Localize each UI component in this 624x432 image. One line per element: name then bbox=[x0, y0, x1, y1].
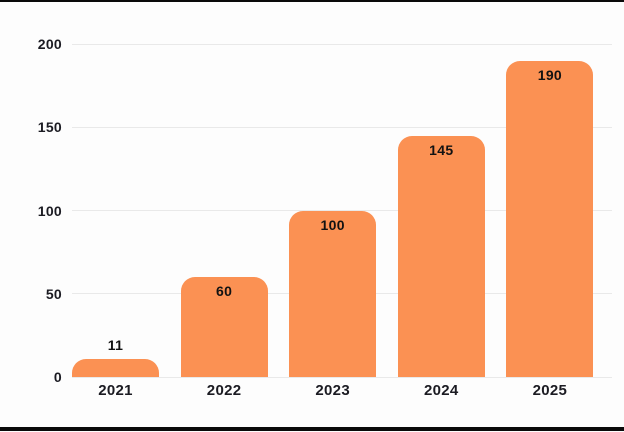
bar-2021 bbox=[72, 358, 159, 377]
top-border-line bbox=[0, 0, 624, 2]
bar-value-label: 60 bbox=[216, 283, 233, 300]
y-tick-label: 150 bbox=[37, 119, 62, 136]
x-tick-label: 2021 bbox=[98, 382, 133, 399]
bar-2022 bbox=[180, 277, 268, 377]
y-tick-label: 200 bbox=[37, 36, 62, 52]
x-tick-label: 2023 bbox=[315, 382, 350, 399]
bar-2024 bbox=[397, 135, 485, 377]
bar-value-label: 190 bbox=[537, 66, 563, 83]
bar-value-label: 100 bbox=[320, 216, 345, 233]
y-tick-label: 0 bbox=[53, 369, 62, 385]
x-tick-label: 2025 bbox=[532, 382, 568, 399]
y-tick-label: 100 bbox=[37, 202, 62, 219]
x-tick-label: 2022 bbox=[206, 382, 242, 399]
gridline-y-200 bbox=[72, 43, 612, 45]
x-tick-label: 2024 bbox=[424, 382, 459, 399]
bar-2023 bbox=[289, 210, 377, 377]
bar-value-label: 145 bbox=[429, 141, 454, 158]
gridline-y-150 bbox=[72, 126, 612, 128]
bar-2025 bbox=[506, 60, 594, 377]
bar-value-label: 11 bbox=[107, 336, 124, 353]
gridline-y-0 bbox=[72, 376, 612, 378]
y-tick-label: 50 bbox=[45, 285, 62, 302]
bottom-border-line bbox=[0, 427, 624, 431]
